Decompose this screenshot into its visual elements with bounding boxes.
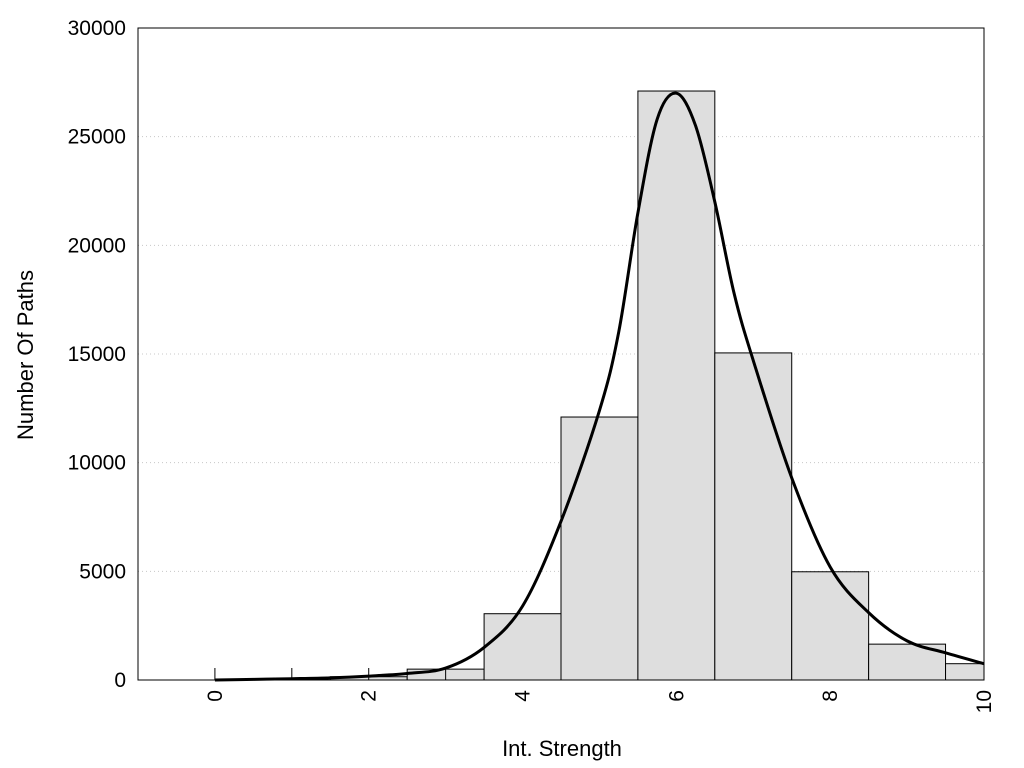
y-tick-label: 15000: [68, 343, 126, 366]
plot-frame: [137, 27, 985, 681]
x-axis-label: Int. Strength: [502, 736, 622, 761]
histogram-bar: [637, 90, 716, 681]
y-axis-ticks: 0 5000 10000 15000 20000 25000 30000: [68, 17, 126, 692]
density-curve: [214, 91, 985, 682]
x-axis-ticks: 0 2 4 6 8 10: [204, 668, 996, 713]
density-curve-layer: [214, 91, 985, 682]
y-axis-label: Number Of Paths: [13, 270, 38, 440]
x-tick-label: 6: [665, 690, 688, 702]
y-tick-label: 20000: [68, 234, 126, 257]
y-tick-label: 25000: [68, 126, 126, 149]
histogram-bar: [483, 613, 562, 681]
y-tick-label: 5000: [79, 560, 126, 583]
histogram-bar: [945, 663, 985, 681]
x-tick-label: 2: [358, 690, 381, 702]
x-tick-label: 0: [204, 690, 227, 702]
histogram-bar: [791, 571, 870, 681]
histogram-bars: [329, 90, 985, 681]
x-tick-label: 8: [819, 690, 842, 702]
histogram-bar: [560, 416, 639, 681]
x-tick-label: 4: [512, 690, 535, 702]
y-tick-label: 0: [114, 669, 126, 692]
x-tick-label: 10: [973, 690, 996, 713]
y-tick-label: 10000: [68, 452, 126, 475]
y-tick-label: 30000: [68, 17, 126, 40]
histogram-bar: [714, 352, 793, 681]
